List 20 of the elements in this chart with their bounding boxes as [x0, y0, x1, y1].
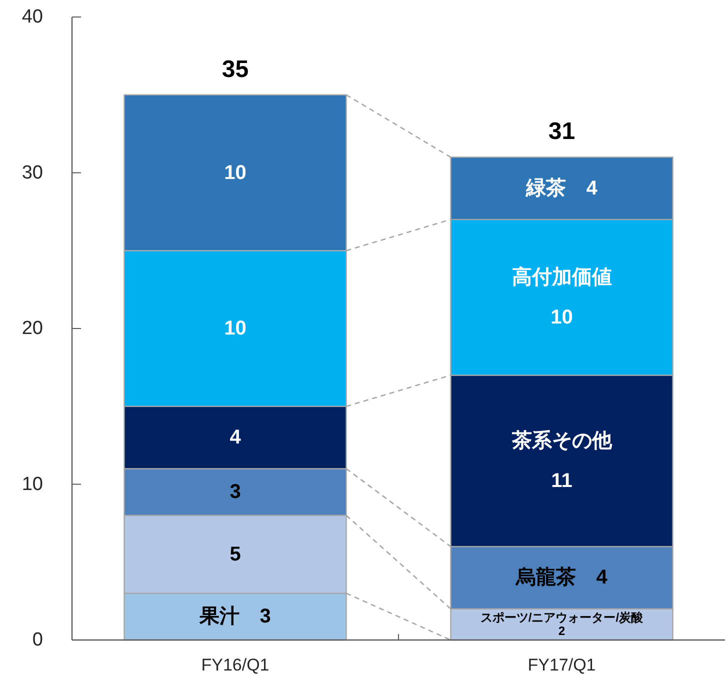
data-label: 10 [224, 162, 246, 184]
total-label: 35 [222, 56, 249, 83]
data-label: 緑茶 4 [525, 177, 598, 200]
y-tick-label: 40 [22, 6, 43, 28]
data-label: 3 [230, 481, 241, 504]
y-tick-label: 20 [22, 318, 43, 339]
data-label: 烏龍茶 4 [515, 566, 608, 589]
data-label: 4 [230, 426, 242, 449]
y-tick-label: 30 [22, 162, 43, 184]
data-label: 茶系その他 11 [510, 428, 613, 492]
x-tick-label: FY17/Q1 [528, 656, 596, 674]
data-label: 10 [224, 318, 246, 340]
y-tick-label: 0 [32, 630, 43, 650]
data-label: 果汁 3 [198, 606, 271, 628]
x-tick-label: FY16/Q1 [201, 656, 270, 674]
data-label: 高付加価値 10 [512, 265, 612, 328]
data-label: スポーツ/ニアウォーター/炭酸 2 [480, 610, 644, 638]
total-label: 31 [548, 118, 576, 146]
data-label: 5 [230, 543, 241, 566]
y-tick-label: 10 [22, 474, 43, 495]
